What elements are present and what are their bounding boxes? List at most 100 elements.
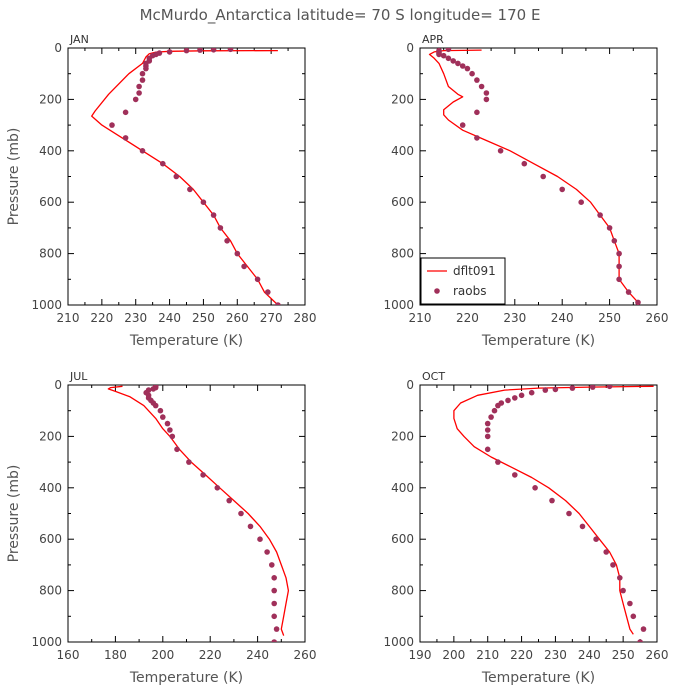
panel-jan: 210 220 230 240 250 260 270 280 0 200 400 600 800 100…: [6, 33, 316, 349]
data-point-raobs: [217, 225, 224, 231]
y-tick-label: 200: [39, 92, 62, 106]
data-point-raobs: [603, 549, 609, 555]
data-point-raobs: [532, 485, 538, 491]
data-point-raobs: [173, 173, 180, 180]
y-tick-label: 400: [39, 144, 62, 158]
legend-point-swatch: [434, 288, 440, 294]
data-point-raobs: [540, 173, 546, 180]
y-tick-label: 600: [39, 532, 62, 546]
panel-title: JAN: [69, 33, 89, 46]
data-point-raobs: [174, 446, 180, 453]
data-point-raobs: [122, 109, 129, 116]
y-tick-label: 0: [54, 378, 62, 392]
x-tick-label: 200: [151, 648, 174, 662]
data-point-raobs: [450, 58, 457, 64]
x-tick-label: 180: [104, 648, 127, 662]
y-tick-label: 1000: [383, 635, 414, 649]
data-point-raobs: [445, 55, 452, 62]
figure-title: McMurdo_Antarctica latitude= 70 S longit…: [140, 6, 541, 25]
plot-data: [453, 385, 654, 642]
series-line-dflt091: [453, 385, 654, 635]
y-tick-label: 800: [391, 247, 414, 261]
data-point-raobs: [474, 135, 480, 141]
x-tick-label: 230: [544, 648, 567, 662]
x-axis-label: Temperature (K): [129, 670, 243, 686]
data-point-raobs: [474, 77, 480, 83]
data-point-raobs: [606, 385, 613, 390]
y-tick-label: 0: [406, 378, 414, 392]
data-point-raobs: [254, 276, 261, 283]
data-point-raobs: [169, 433, 176, 440]
data-point-raobs: [132, 96, 139, 103]
data-point-raobs: [166, 49, 173, 55]
data-point-raobs: [271, 575, 278, 581]
data-point-raobs: [136, 90, 142, 96]
data-point-raobs: [625, 289, 632, 295]
data-point-raobs: [610, 562, 616, 568]
data-point-raobs: [627, 600, 633, 607]
x-tick-label: 220: [456, 311, 479, 325]
data-point-raobs: [597, 212, 603, 218]
legend-label-obs: raobs: [453, 284, 487, 298]
panel-jul: 160 180 200 220 240 260 0 200 400 600 800 1000 JUL Te…: [6, 370, 316, 686]
data-point-raobs: [273, 626, 280, 632]
data-point-raobs: [210, 212, 217, 218]
data-point-raobs: [157, 407, 164, 414]
x-tick-label: 190: [409, 648, 432, 662]
panel-title: JUL: [69, 370, 88, 383]
data-point-raobs: [160, 160, 166, 167]
y-tick-label: 800: [391, 584, 414, 598]
data-point-raobs: [122, 135, 129, 141]
data-point-raobs: [139, 148, 146, 154]
x-axis-label: Temperature (K): [129, 333, 243, 349]
data-point-raobs: [484, 433, 491, 440]
x-tick-label: 210: [409, 311, 432, 325]
series-line-dflt091: [91, 49, 279, 305]
data-point-raobs: [459, 63, 466, 69]
plot-data: [107, 385, 290, 642]
x-axis-label: Temperature (K): [481, 670, 595, 686]
data-point-raobs: [164, 420, 171, 427]
data-point-raobs: [469, 70, 475, 77]
data-point-raobs: [271, 613, 278, 620]
y-tick-label: 0: [54, 41, 62, 55]
data-point-raobs: [559, 186, 565, 193]
y-axis-label: Pressure (mb): [6, 128, 22, 226]
x-tick-label: 250: [598, 311, 621, 325]
x-tick-label: 250: [612, 648, 635, 662]
legend-box: [420, 257, 506, 305]
panel-apr: 210 220 230 240 250 260 0 200 400 600 800 1000 APR Te…: [383, 33, 668, 349]
y-tick-label: 1000: [383, 298, 414, 312]
data-point-raobs: [483, 90, 490, 96]
x-tick-label: 260: [294, 648, 317, 662]
x-tick-label: 230: [503, 311, 526, 325]
legend-label-model: dflt091: [453, 264, 496, 278]
x-tick-label: 220: [90, 311, 113, 325]
data-point-raobs: [227, 48, 234, 53]
x-tick-label: 200: [442, 648, 465, 662]
data-point-raobs: [264, 549, 270, 555]
data-point-raobs: [518, 392, 525, 399]
data-point-raobs: [512, 472, 518, 478]
x-tick-label: 220: [510, 648, 533, 662]
y-tick-label: 1000: [31, 635, 62, 649]
data-point-raobs: [109, 122, 115, 128]
data-point-raobs: [257, 536, 263, 542]
y-tick-label: 600: [391, 532, 414, 546]
data-point-raobs: [640, 626, 647, 632]
data-point-raobs: [616, 250, 622, 257]
data-point-raobs: [566, 510, 572, 517]
x-tick-label: 240: [158, 311, 181, 325]
x-tick-label: 220: [199, 648, 222, 662]
data-point-raobs: [611, 238, 618, 244]
data-point-raobs: [579, 523, 586, 530]
data-point-raobs: [271, 587, 278, 594]
data-point-raobs: [484, 446, 491, 453]
x-tick-label: 210: [57, 311, 80, 325]
data-point-raobs: [152, 402, 159, 409]
data-point-raobs: [197, 48, 203, 53]
data-point-raobs: [436, 51, 442, 58]
data-point-raobs: [620, 587, 626, 594]
data-point-raobs: [440, 52, 447, 59]
data-point-raobs: [143, 65, 149, 72]
